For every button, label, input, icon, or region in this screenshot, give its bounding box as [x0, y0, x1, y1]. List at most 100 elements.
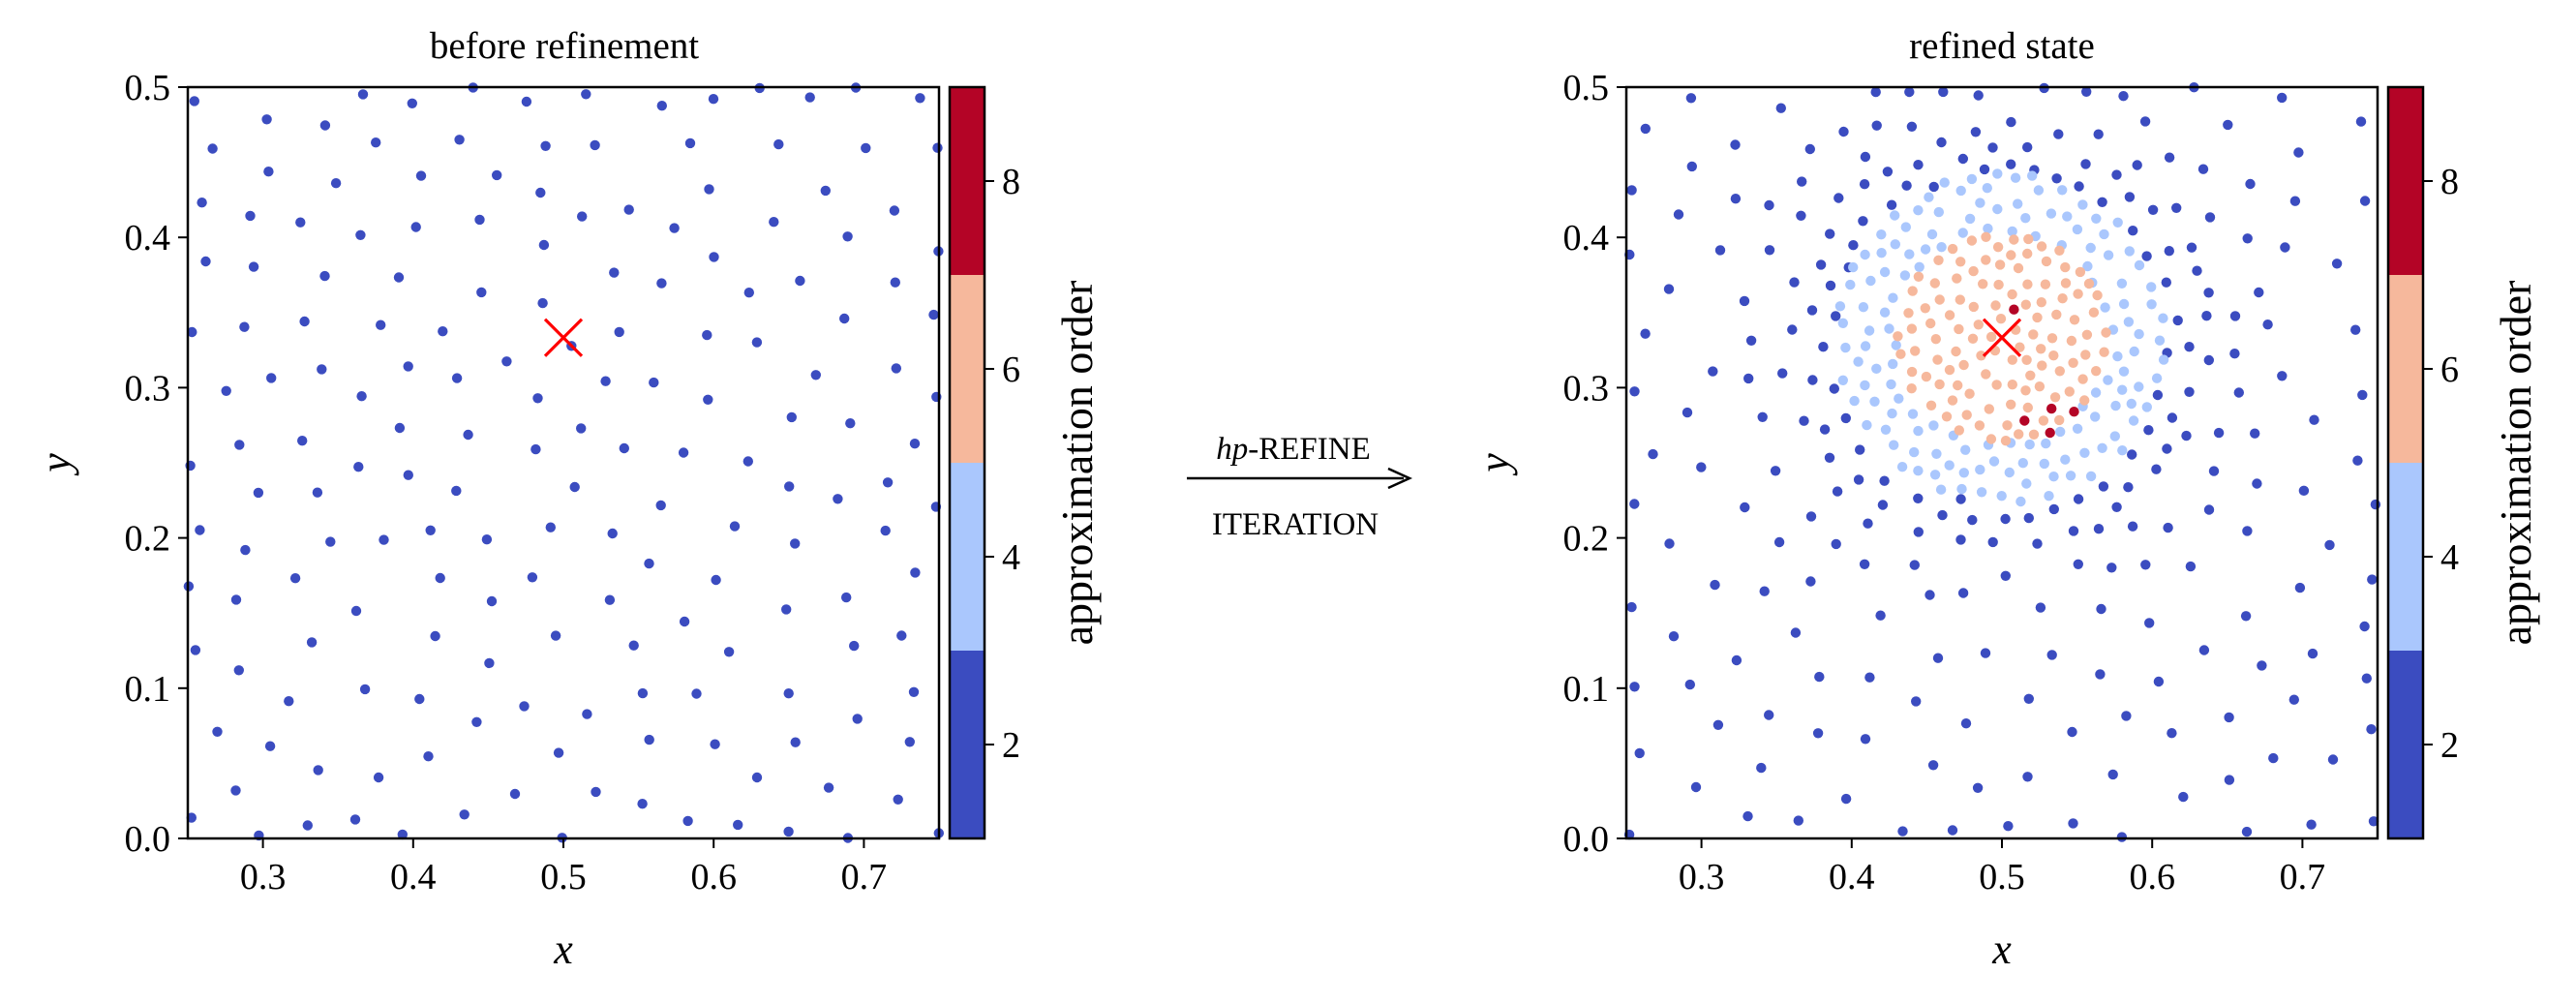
point-order-2	[1957, 588, 1969, 598]
point-order-2	[644, 558, 654, 569]
point-order-2	[1927, 760, 1939, 771]
point-order-6	[1910, 346, 1921, 356]
point-order-4	[1853, 356, 1864, 367]
point-order-2	[532, 393, 543, 404]
point-order-2	[839, 313, 850, 324]
point-order-2	[2197, 164, 2209, 174]
point-order-2	[2147, 204, 2159, 215]
arrow-head	[1387, 467, 1413, 490]
point-order-2	[890, 277, 900, 288]
point-order-2	[2361, 673, 2372, 684]
point-order-4	[1858, 302, 1869, 313]
point-order-6	[1967, 333, 1979, 344]
point-order-2	[1875, 610, 1886, 621]
colorbar-band	[950, 87, 985, 275]
point-order-2	[1740, 502, 1750, 513]
point-order-2	[2140, 560, 2151, 570]
colorbar-band	[950, 275, 985, 463]
point-order-4	[2013, 198, 2023, 209]
point-order-2	[2277, 371, 2288, 381]
point-order-2	[289, 573, 301, 584]
point-order-4	[2103, 250, 2114, 260]
point-order-4	[1955, 185, 1966, 197]
point-order-2	[841, 592, 852, 603]
point-order-4	[1887, 408, 1897, 419]
point-order-2	[1815, 259, 1827, 270]
point-order-2	[2241, 826, 2253, 837]
point-order-2	[190, 645, 201, 655]
point-order-2	[2203, 288, 2214, 298]
point-order-2	[1909, 560, 1921, 570]
point-order-6	[1973, 319, 1984, 330]
point-order-2	[2181, 430, 2192, 441]
point-order-2	[1864, 672, 1875, 683]
point-order-2	[2073, 494, 2084, 504]
point-order-6	[2007, 289, 2017, 300]
point-order-2	[1685, 93, 1697, 104]
point-order-6	[2036, 297, 2046, 308]
point-order-2	[207, 143, 218, 154]
point-order-4	[2109, 431, 2120, 441]
point-order-2	[2280, 242, 2290, 253]
point-order-2	[2164, 246, 2174, 257]
point-order-4	[2134, 259, 2145, 271]
point-order-2	[2162, 443, 2172, 454]
marker-stroke	[1982, 318, 2022, 357]
point-order-2	[1957, 153, 1969, 165]
point-order-6	[1984, 404, 1994, 414]
point-order-4	[1900, 222, 1912, 232]
point-order-2	[530, 443, 541, 455]
point-order-2	[2023, 512, 2034, 524]
point-order-2	[2294, 582, 2306, 593]
point-order-4	[2118, 366, 2130, 377]
point-order-2	[1739, 295, 1750, 307]
y-axis-label-before: y	[32, 453, 79, 476]
point-order-2	[527, 572, 538, 583]
point-order-2	[2204, 212, 2216, 223]
point-order-4	[2112, 350, 2123, 362]
point-order-2	[1840, 793, 1852, 805]
y-tick-label: 0.3	[125, 368, 171, 409]
point-order-2	[397, 829, 408, 840]
point-order-2	[2073, 559, 2083, 569]
point-order-4	[2134, 381, 2144, 392]
point-order-2	[678, 447, 689, 458]
point-order-4	[1845, 279, 1856, 290]
point-order-6	[2060, 278, 2072, 289]
point-order-2	[607, 528, 618, 539]
point-order-2	[2359, 621, 2370, 632]
point-order-2	[537, 297, 548, 309]
point-order-2	[1775, 103, 1787, 113]
point-order-2	[2093, 524, 2105, 534]
point-order-2	[2143, 425, 2154, 436]
point-order-2	[723, 647, 735, 657]
point-order-4	[2021, 478, 2032, 489]
point-order-6	[2054, 366, 2065, 377]
point-order-6	[1974, 420, 1985, 431]
point-order-2	[2080, 159, 2091, 169]
point-order-4	[2044, 491, 2054, 502]
point-order-2	[1668, 631, 1680, 642]
point-order-2	[2000, 513, 2011, 525]
point-order-4	[2126, 398, 2137, 410]
point-order-2	[679, 616, 690, 627]
point-order-2	[2224, 712, 2234, 723]
point-order-2	[1730, 194, 1742, 204]
point-order-6	[2028, 429, 2040, 440]
point-order-4	[2124, 246, 2135, 257]
point-order-2	[1686, 161, 1698, 172]
point-order-6	[2034, 381, 2046, 392]
x-tick-label: 0.4	[1829, 857, 1875, 898]
point-order-2	[481, 534, 493, 545]
point-order-2	[240, 544, 251, 556]
point-order-4	[2027, 170, 2038, 181]
point-order-2	[410, 222, 421, 232]
point-order-2	[403, 470, 413, 480]
point-order-2	[1796, 210, 1806, 221]
point-order-2	[1787, 324, 1798, 335]
point-order-2	[1853, 474, 1864, 485]
point-order-2	[891, 363, 901, 374]
point-order-2	[1911, 696, 1922, 707]
point-order-4	[2146, 299, 2157, 310]
point-order-2	[2035, 602, 2046, 613]
